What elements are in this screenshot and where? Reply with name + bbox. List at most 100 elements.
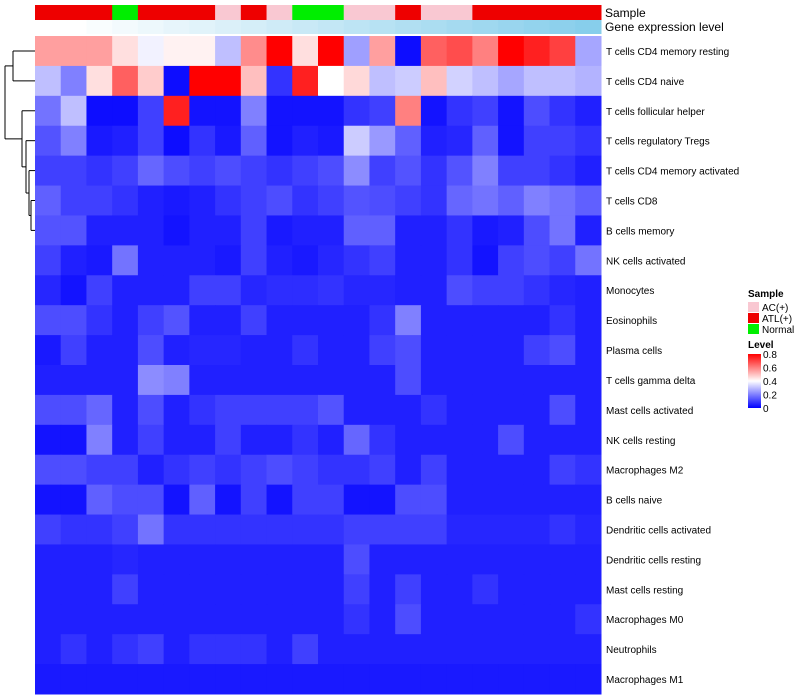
heatmap-cell: [369, 65, 396, 97]
heatmap-cell: [240, 275, 268, 306]
heatmap-cell: [189, 574, 216, 605]
heatmap-cell: [369, 245, 396, 276]
heatmap-cell: [266, 245, 293, 276]
heatmap-cell: [472, 484, 499, 516]
heatmap-cell: [86, 305, 113, 336]
heatmap-cell: [137, 604, 165, 635]
heatmap-cell: [575, 365, 602, 396]
row-label: NK cells activated: [606, 256, 685, 267]
sample-annotation-cell: [215, 5, 242, 20]
heatmap-cell: [343, 335, 370, 366]
heatmap-cell: [292, 365, 319, 396]
heatmap-cell: [472, 424, 499, 456]
heatmap-cell: [369, 394, 396, 426]
heatmap-cell: [266, 335, 293, 366]
gene-expression-annotation-cell: [523, 20, 551, 34]
heatmap-cell: [35, 185, 62, 216]
heatmap-cell: [343, 155, 370, 187]
row-label: Neutrophils: [606, 645, 657, 656]
row-label: T cells regulatory Tregs: [606, 137, 710, 148]
heatmap-cell: [240, 155, 268, 187]
heatmap-cell: [240, 574, 268, 605]
heatmap-cell: [35, 454, 62, 486]
heatmap-cell: [292, 36, 319, 67]
row-label: NK cells resting: [606, 436, 675, 447]
heatmap-cell: [137, 125, 165, 157]
heatmap-cell: [395, 544, 422, 575]
heatmap-cell: [472, 514, 499, 545]
heatmap-cell: [112, 215, 139, 246]
heatmap-cell: [395, 65, 422, 97]
heatmap-cell: [163, 574, 190, 605]
heatmap-cell: [112, 424, 139, 456]
heatmap-cell: [420, 215, 448, 246]
heatmap-cell: [395, 305, 422, 336]
heatmap-cell: [549, 185, 576, 216]
heatmap-cell: [318, 394, 345, 426]
heatmap-cell: [112, 95, 139, 127]
heatmap-cell: [523, 514, 551, 545]
row-label: Eosinophils: [606, 316, 657, 327]
sample-annotation-cell: [343, 5, 370, 20]
heatmap-cell: [523, 185, 551, 216]
heatmap-cell: [318, 215, 345, 246]
sample-annotation-cell: [266, 5, 293, 20]
heatmap-cell: [523, 95, 551, 127]
heatmap-cell: [549, 215, 576, 246]
heatmap-cell: [575, 424, 602, 456]
heatmap-cell: [343, 574, 370, 605]
heatmap-cell: [60, 484, 87, 516]
heatmap-cell: [420, 185, 448, 216]
heatmap-cell: [35, 664, 62, 695]
row-label: T cells follicular helper: [606, 107, 705, 118]
heatmap-cell: [472, 574, 499, 605]
heatmap-cell: [395, 125, 422, 157]
heatmap-cell: [343, 484, 370, 516]
heatmap-cell: [266, 424, 293, 456]
heatmap-cell: [498, 125, 525, 157]
heatmap-cell: [395, 36, 422, 67]
heatmap-cell: [240, 335, 268, 366]
heatmap-cell: [575, 155, 602, 187]
heatmap-cell: [498, 424, 525, 456]
heatmap-cell: [189, 484, 216, 516]
heatmap-cell: [523, 245, 551, 276]
heatmap-cell: [60, 454, 87, 486]
heatmap-cell: [163, 185, 190, 216]
heatmap-cell: [112, 604, 139, 635]
heatmap-cell: [189, 424, 216, 456]
heatmap-cell: [498, 275, 525, 306]
heatmap-cell: [60, 394, 87, 426]
heatmap-cell: [369, 484, 396, 516]
heatmap-cell: [240, 185, 268, 216]
heatmap-cell: [369, 36, 396, 67]
heatmap-cell: [215, 424, 242, 456]
heatmap-cell: [163, 275, 190, 306]
heatmap-cell: [60, 215, 87, 246]
heatmap-cell: [523, 484, 551, 516]
heatmap-cell: [472, 365, 499, 396]
heatmap-cell: [575, 484, 602, 516]
sample-annotation-cell: [369, 5, 396, 20]
heatmap-cell: [549, 245, 576, 276]
heatmap-cell: [240, 544, 268, 575]
row-label: Mast cells activated: [606, 406, 693, 417]
heatmap-cell: [318, 245, 345, 276]
heatmap-cell: [420, 604, 448, 635]
heatmap-cell: [35, 514, 62, 545]
heatmap-cell: [266, 664, 293, 695]
heatmap-cell: [549, 484, 576, 516]
heatmap-cell: [60, 634, 87, 665]
heatmap-cell: [318, 365, 345, 396]
sample-annotation-cell: [420, 5, 448, 20]
heatmap-cell: [163, 215, 190, 246]
heatmap-cell: [575, 65, 602, 97]
heatmap-cell: [523, 36, 551, 67]
heatmap-cell: [420, 454, 448, 486]
heatmap-cell: [35, 634, 62, 665]
heatmap-cell: [343, 604, 370, 635]
heatmap-cell: [60, 125, 87, 157]
heatmap-cell: [318, 514, 345, 545]
level-legend-tick: 0.6: [763, 364, 777, 375]
heatmap-cell: [446, 36, 473, 67]
